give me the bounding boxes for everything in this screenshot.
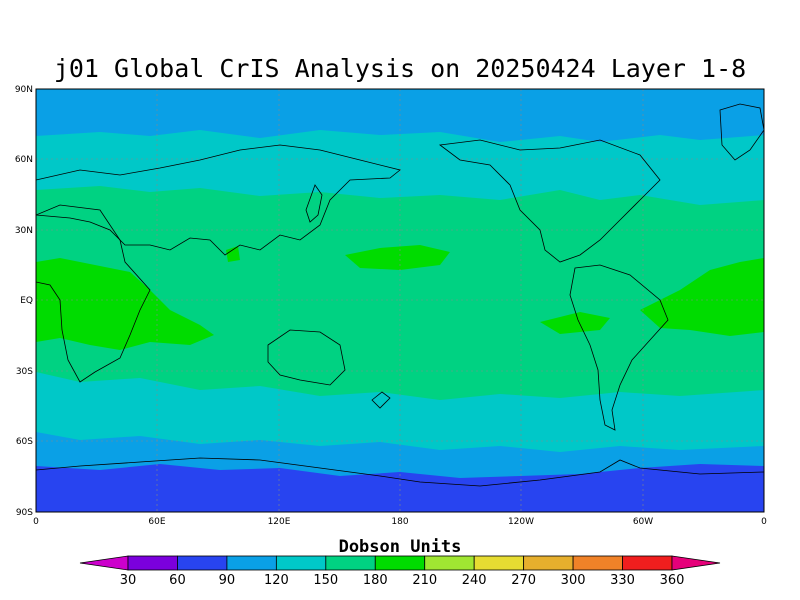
coast-antarctica bbox=[36, 457, 764, 487]
coast-northamerica bbox=[438, 139, 661, 263]
x-tick-label: 0 bbox=[33, 517, 39, 527]
colorbar-swatch bbox=[622, 555, 673, 571]
colorbar-tick-label: 270 bbox=[511, 573, 536, 588]
y-tick-label: 60S bbox=[16, 437, 33, 447]
y-tick-label: EQ bbox=[20, 296, 33, 306]
colorbar-tick-label: 300 bbox=[561, 573, 586, 588]
colorbar-tick-label: 120 bbox=[264, 573, 289, 588]
colorbar-tick-label: 240 bbox=[462, 573, 487, 588]
coast-greenland bbox=[719, 103, 764, 161]
colorbar-min-arrow bbox=[79, 555, 129, 571]
y-tick-label: 90N bbox=[15, 85, 33, 95]
coast-africa bbox=[36, 204, 151, 383]
map-title: j01 Global CrIS Analysis on 20250424 Lay… bbox=[53, 54, 747, 83]
colorbar-swatch bbox=[374, 555, 426, 571]
band-180-210-africa bbox=[36, 258, 214, 350]
colorbar-swatch bbox=[226, 555, 277, 571]
coast-newzealand bbox=[371, 391, 391, 409]
x-axis: 0 60E 120E 180 120W 60W 0 bbox=[33, 517, 767, 527]
colorbar-swatch bbox=[424, 555, 475, 571]
colorbar-tick-label: 330 bbox=[610, 573, 635, 588]
band-180-210-atlantic bbox=[640, 258, 764, 336]
band-60-90-south bbox=[36, 464, 764, 512]
colorbar-swatch bbox=[127, 555, 178, 571]
y-axis: 90N 60N 30N EQ 30S 60S 90S bbox=[15, 85, 33, 518]
colorbar-units-label: Dobson Units bbox=[338, 537, 462, 557]
coast-japan bbox=[305, 184, 323, 223]
colorbar-tick-label: 210 bbox=[412, 573, 437, 588]
colorbar-tick-label: 90 bbox=[219, 573, 236, 588]
x-tick-label: 180 bbox=[391, 517, 408, 527]
colorbar-tick-label: 360 bbox=[660, 573, 685, 588]
x-tick-label: 0 bbox=[761, 517, 767, 527]
colorbar-swatch bbox=[473, 555, 525, 571]
colorbar-swatch bbox=[572, 555, 623, 571]
grid-lines bbox=[36, 89, 764, 512]
colorbar-tick-label: 60 bbox=[169, 573, 186, 588]
colorbar-swatch bbox=[177, 555, 228, 571]
x-tick-label: 60E bbox=[148, 517, 165, 527]
band-180-210-southamerica bbox=[540, 312, 610, 334]
colorbar-swatch bbox=[523, 555, 574, 571]
coast-eurasia bbox=[36, 144, 401, 256]
colorbar-swatch bbox=[275, 555, 327, 571]
y-tick-label: 90S bbox=[16, 508, 33, 518]
coastlines bbox=[36, 103, 764, 487]
y-tick-label: 30S bbox=[16, 367, 33, 377]
colorbar: 30 60 90 120 150 180 210 240 270 300 330 360 bbox=[79, 555, 721, 588]
map-frame bbox=[35, 88, 765, 513]
colorbar-tick-label: 150 bbox=[313, 573, 338, 588]
band-180-210-pacific bbox=[345, 245, 450, 270]
x-tick-label: 60W bbox=[633, 517, 653, 527]
band-180-210-asia bbox=[226, 246, 240, 262]
colorbar-tick-label: 180 bbox=[363, 573, 388, 588]
y-tick-label: 30N bbox=[15, 226, 33, 236]
colorbar-max-arrow bbox=[671, 555, 721, 571]
coast-southamerica bbox=[569, 264, 669, 431]
coast-australia bbox=[267, 329, 346, 386]
x-tick-label: 120W bbox=[508, 517, 534, 527]
colorbar-swatch bbox=[325, 555, 376, 571]
y-tick-label: 60N bbox=[15, 155, 33, 165]
colorbar-tick-label: 30 bbox=[120, 573, 137, 588]
x-tick-label: 120E bbox=[268, 517, 291, 527]
